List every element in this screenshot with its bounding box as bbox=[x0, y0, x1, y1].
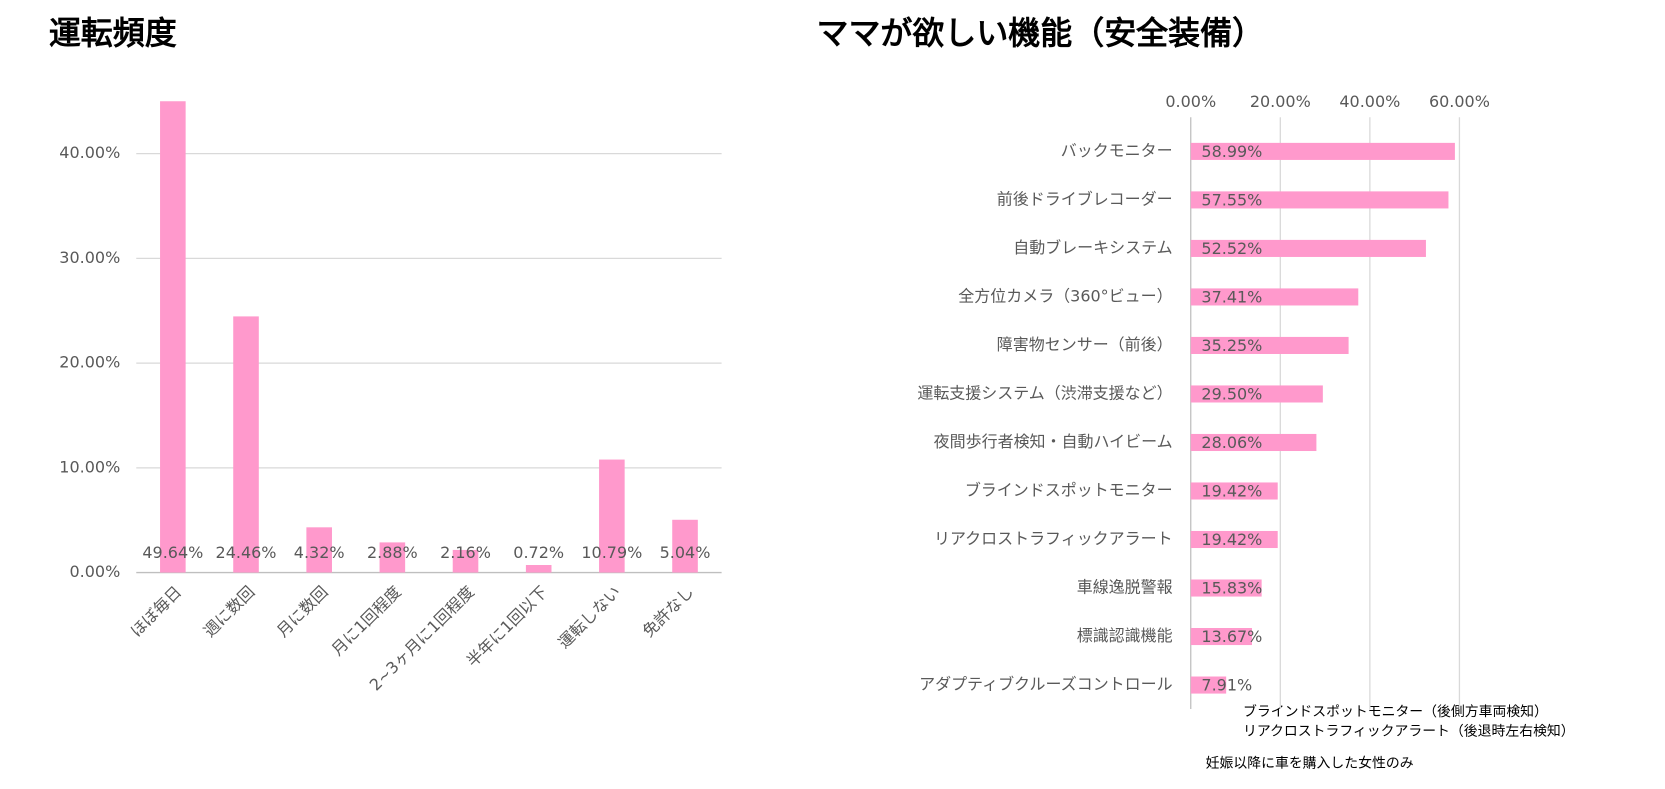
bar bbox=[1190, 191, 1449, 209]
value-label: 35.25% bbox=[1201, 336, 1262, 355]
value-label: 19.42% bbox=[1201, 530, 1262, 549]
value-label: 2.88% bbox=[367, 543, 418, 562]
annotation: リアクロストラフィックアラート（後退時左右検知） bbox=[1243, 722, 1575, 739]
value-label: 13.67% bbox=[1201, 627, 1262, 646]
bar bbox=[525, 565, 552, 573]
chart-title: ママが欲しい機能（安全装備） bbox=[817, 14, 1265, 52]
y-tick-label: 20.00% bbox=[59, 353, 120, 372]
y-tick-label: 標識認識機能 bbox=[1077, 626, 1173, 645]
value-label: 37.41% bbox=[1201, 288, 1262, 307]
value-label: 15.83% bbox=[1201, 579, 1262, 598]
y-tick-label: 障害物センサー（前後） bbox=[997, 335, 1173, 354]
x-tick-label: 20.00% bbox=[1250, 92, 1311, 111]
bar bbox=[1190, 433, 1317, 452]
annotation: ブラインドスポットモニター（後側方車両検知） bbox=[1243, 703, 1548, 720]
footnote: 妊娠以降に車を購入した女性のみ bbox=[1206, 754, 1414, 771]
value-label: 5.04% bbox=[660, 543, 711, 562]
x-tick-label: 60.00% bbox=[1429, 92, 1490, 111]
value-label: 24.46% bbox=[216, 543, 277, 562]
value-label: 52.52% bbox=[1201, 239, 1262, 258]
value-label: 58.99% bbox=[1201, 142, 1262, 161]
x-tick-label: 月に数回 bbox=[273, 582, 332, 641]
bar bbox=[1190, 385, 1323, 403]
bar bbox=[1190, 579, 1262, 597]
y-tick-label: 夜間歩行者検知・自動ハイビーム bbox=[934, 432, 1173, 451]
y-tick-label: 運転支援システム（渋滞支援など） bbox=[917, 383, 1172, 402]
value-label: 28.06% bbox=[1201, 433, 1262, 452]
y-tick-label: バックモニター bbox=[1061, 141, 1173, 160]
x-tick-label: 運転しない bbox=[554, 582, 624, 652]
y-tick-label: ブラインドスポットモニター bbox=[965, 480, 1173, 499]
x-tick-label: 免許なし bbox=[639, 582, 698, 641]
bar bbox=[672, 519, 698, 573]
bar bbox=[1190, 530, 1278, 549]
y-tick-label: 0.00% bbox=[69, 562, 120, 581]
value-label: 4.32% bbox=[294, 543, 345, 562]
value-label: 7.91% bbox=[1201, 676, 1252, 695]
value-label: 10.79% bbox=[581, 543, 642, 562]
x-tick-label: 月に1回程度 bbox=[328, 582, 405, 659]
y-tick-label: 車線逸脱警報 bbox=[1077, 578, 1173, 597]
value-label: 0.72% bbox=[513, 543, 564, 562]
value-label: 49.64% bbox=[142, 543, 203, 562]
value-label: 19.42% bbox=[1201, 482, 1262, 501]
bar bbox=[379, 542, 406, 573]
y-tick-label: 10.00% bbox=[59, 457, 120, 476]
value-label: 29.50% bbox=[1201, 385, 1262, 404]
y-tick-label: リアクロストラフィックアラート bbox=[934, 529, 1173, 548]
bar bbox=[452, 549, 479, 573]
chart-title: 運転頻度 bbox=[49, 14, 177, 52]
x-tick-label: 0.00% bbox=[1165, 92, 1216, 111]
x-tick-label: 週に数回 bbox=[200, 582, 259, 641]
bar bbox=[1190, 239, 1426, 257]
y-tick-label: 全方位カメラ（360°ビュー） bbox=[958, 286, 1172, 305]
bar bbox=[1190, 628, 1252, 646]
y-tick-label: 30.00% bbox=[59, 248, 120, 267]
bar bbox=[1190, 142, 1455, 160]
bar bbox=[1190, 336, 1349, 354]
value-label: 2.16% bbox=[440, 543, 491, 562]
y-tick-label: 自動ブレーキシステム bbox=[1013, 238, 1172, 257]
value-label: 57.55% bbox=[1201, 190, 1262, 209]
bar bbox=[1190, 288, 1359, 306]
bar bbox=[1190, 676, 1227, 694]
y-tick-label: 前後ドライブレコーダー bbox=[997, 189, 1173, 208]
bar bbox=[306, 527, 332, 573]
bar bbox=[233, 316, 259, 573]
x-tick-label: 40.00% bbox=[1339, 92, 1400, 111]
y-tick-label: 40.00% bbox=[59, 143, 120, 162]
y-tick-label: アダプティブクルーズコントロール bbox=[919, 675, 1173, 694]
bar bbox=[1190, 482, 1278, 500]
x-tick-label: ほぼ毎日 bbox=[127, 582, 186, 641]
bar bbox=[599, 459, 625, 573]
bar bbox=[160, 101, 186, 573]
